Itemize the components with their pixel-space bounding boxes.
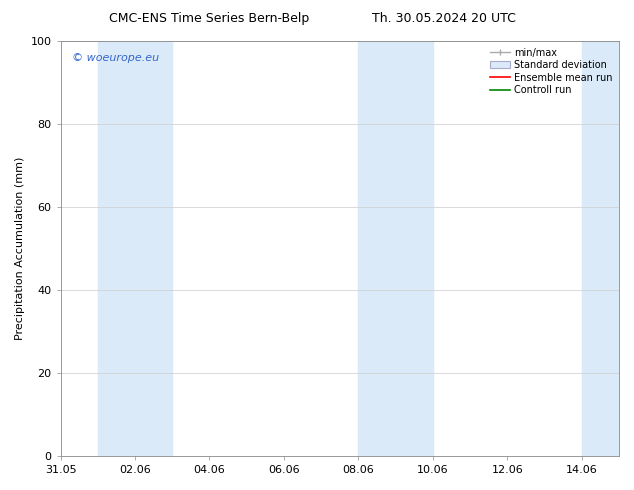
Y-axis label: Precipitation Accumulation (mm): Precipitation Accumulation (mm) [15, 157, 25, 340]
Text: Th. 30.05.2024 20 UTC: Th. 30.05.2024 20 UTC [372, 12, 515, 25]
Legend: min/max, Standard deviation, Ensemble mean run, Controll run: min/max, Standard deviation, Ensemble me… [488, 46, 614, 97]
Text: CMC-ENS Time Series Bern-Belp: CMC-ENS Time Series Bern-Belp [109, 12, 309, 25]
Bar [98, 41, 172, 456]
Bar [358, 41, 433, 456]
Text: © woeurope.eu: © woeurope.eu [72, 53, 159, 64]
Bar [582, 41, 619, 456]
